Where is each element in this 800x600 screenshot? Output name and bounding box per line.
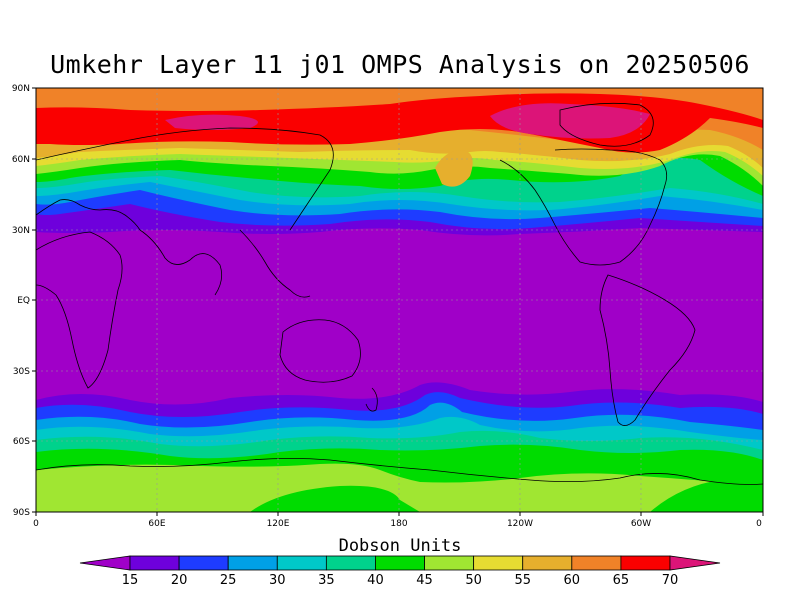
colorbar-label: 20 xyxy=(171,573,188,588)
colorbar-swatch xyxy=(227,555,278,571)
colorbar-swatch xyxy=(325,555,376,571)
coast-nz xyxy=(365,387,378,412)
colorbar-label: 15 xyxy=(122,573,139,588)
colorbar-swatch xyxy=(129,555,180,571)
colorbar-label: 35 xyxy=(318,573,335,588)
lon-tick-label: 120E xyxy=(267,519,290,529)
lat-tick-label: 30N xyxy=(12,226,30,236)
colorbar-swatch xyxy=(424,555,475,571)
coast-australia xyxy=(279,319,361,383)
colorbar-swatch xyxy=(375,555,425,571)
band-45-50-south-ant xyxy=(250,485,420,512)
colorbar-swatch xyxy=(522,555,573,571)
colorbar-swatch xyxy=(571,555,622,571)
colorbar-swatch xyxy=(473,555,524,571)
lon-tick-label: 60E xyxy=(148,519,165,529)
band-70-north-peak2 xyxy=(165,114,258,130)
lon-tick-label: 0 xyxy=(756,519,762,529)
coast-africa xyxy=(36,231,123,389)
coast-greenland xyxy=(559,102,654,147)
band-50-55-south xyxy=(36,463,763,512)
lat-tick-label: 60N xyxy=(12,155,30,165)
map-title: Umkehr Layer 11 j01 OMPS Analysis on 202… xyxy=(50,50,750,79)
coast-north-america xyxy=(499,148,668,266)
coast-se-asia xyxy=(239,229,311,298)
colorbar-label: 55 xyxy=(514,573,531,588)
lon-tick-label: 180 xyxy=(390,519,407,529)
lon-tick-label: 120W xyxy=(507,519,533,529)
colorbar-label: 45 xyxy=(416,573,433,588)
lat-tick-label: 30S xyxy=(13,367,30,377)
band-55-60-north-blob xyxy=(435,150,473,187)
colorbar-swatch xyxy=(276,555,327,571)
colorbar-title: Dobson Units xyxy=(338,536,462,556)
colorbar-label: 25 xyxy=(220,573,237,588)
colorbar-arrow-right xyxy=(669,555,721,571)
coast-south-america xyxy=(599,274,696,426)
coast-arabia-india xyxy=(139,229,223,296)
lon-tick-label: 60W xyxy=(631,519,651,529)
band-70-north-peak xyxy=(490,103,650,139)
graticule xyxy=(36,88,763,512)
lat-tick-label: 90N xyxy=(12,84,30,94)
lat-tick-label: EQ xyxy=(17,296,30,306)
colorbar-label: 30 xyxy=(269,573,286,588)
colorbar-label: 50 xyxy=(465,573,482,588)
colorbar-swatch xyxy=(620,555,671,571)
colorbar-label: 40 xyxy=(367,573,384,588)
coast-europe xyxy=(36,199,141,231)
colorbar: 15 20 25 30 35 40 45 50 55 60 65 70 xyxy=(79,555,721,588)
coast-antarctica xyxy=(36,458,763,485)
colorbar-arrow-left xyxy=(79,555,131,571)
band-45-50-south-ant2 xyxy=(650,479,763,512)
lon-tick-label: 0 xyxy=(33,519,39,529)
coastlines xyxy=(36,102,763,485)
colorbar-label: 65 xyxy=(613,573,630,588)
colorbar-label: 70 xyxy=(662,573,679,588)
colorbar-label: 60 xyxy=(564,573,581,588)
colorbar-swatch xyxy=(178,555,229,571)
lat-axis: 90N 60N 30N EQ 30S 60S 90S xyxy=(12,84,36,518)
lat-tick-label: 90S xyxy=(13,508,30,518)
lat-tick-label: 60S xyxy=(13,437,30,447)
coast-asia-north xyxy=(36,127,334,231)
lon-axis: 0 60E 120E 180 120W 60W 0 xyxy=(33,512,764,529)
